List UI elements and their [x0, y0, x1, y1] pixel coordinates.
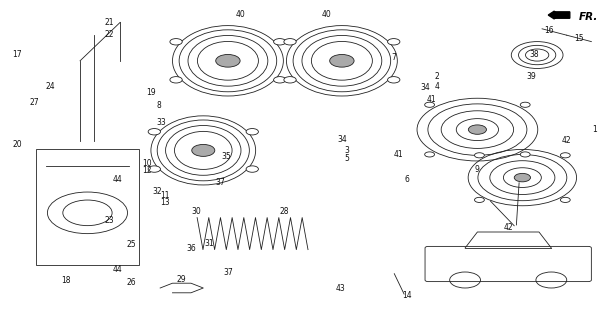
Circle shape: [561, 153, 570, 158]
Text: 8: 8: [156, 101, 161, 110]
Text: 41: 41: [426, 95, 436, 104]
Text: 9: 9: [475, 165, 480, 174]
Text: 5: 5: [344, 154, 349, 163]
Text: 39: 39: [526, 72, 536, 81]
Text: 21: 21: [104, 18, 114, 27]
Text: 28: 28: [280, 207, 290, 216]
Text: 14: 14: [402, 292, 411, 300]
Text: 41: 41: [394, 150, 403, 159]
Circle shape: [274, 76, 286, 83]
Text: 44: 44: [112, 265, 122, 274]
Text: 10: 10: [142, 159, 152, 168]
Text: 38: 38: [529, 50, 539, 59]
Text: 24: 24: [46, 82, 55, 91]
Circle shape: [330, 54, 354, 67]
FancyBboxPatch shape: [425, 246, 591, 282]
Circle shape: [246, 129, 259, 135]
Text: 16: 16: [545, 26, 554, 35]
Text: 36: 36: [186, 244, 196, 253]
Text: 25: 25: [126, 240, 136, 249]
Text: 40: 40: [235, 10, 245, 19]
Circle shape: [387, 76, 400, 83]
Text: 31: 31: [205, 239, 214, 248]
Text: 32: 32: [152, 188, 162, 196]
Circle shape: [424, 152, 434, 157]
Text: 34: 34: [420, 83, 430, 92]
Text: 3: 3: [344, 146, 349, 155]
Circle shape: [284, 39, 296, 45]
Circle shape: [561, 197, 570, 203]
Text: 37: 37: [216, 178, 225, 187]
Text: 20: 20: [12, 140, 22, 148]
Text: 43: 43: [336, 284, 346, 293]
Text: 15: 15: [574, 34, 584, 43]
Text: 18: 18: [61, 276, 71, 285]
Text: 4: 4: [435, 82, 440, 91]
Text: 42: 42: [562, 136, 572, 145]
Circle shape: [514, 173, 530, 182]
Circle shape: [521, 152, 530, 157]
Text: 30: 30: [191, 207, 201, 216]
Circle shape: [148, 129, 160, 135]
Text: 12: 12: [142, 166, 152, 175]
Circle shape: [521, 102, 530, 107]
Circle shape: [284, 76, 296, 83]
Circle shape: [474, 153, 484, 158]
Text: 1: 1: [592, 125, 597, 134]
Text: 37: 37: [223, 268, 233, 277]
Text: 29: 29: [177, 276, 187, 284]
Circle shape: [246, 166, 259, 172]
Text: 13: 13: [160, 198, 170, 207]
Circle shape: [387, 39, 400, 45]
Text: 26: 26: [126, 278, 136, 287]
Circle shape: [170, 39, 182, 45]
FancyArrow shape: [548, 11, 570, 19]
Text: 19: 19: [146, 88, 156, 97]
Text: 11: 11: [160, 191, 170, 200]
Circle shape: [474, 197, 484, 203]
Text: 42: 42: [503, 223, 513, 232]
Circle shape: [192, 144, 215, 156]
Text: 2: 2: [435, 72, 440, 81]
Circle shape: [468, 125, 487, 134]
Text: 34: 34: [337, 135, 347, 144]
Text: FR.: FR.: [579, 12, 598, 22]
Text: 33: 33: [156, 118, 166, 127]
Text: 22: 22: [104, 30, 114, 39]
Text: 44: 44: [112, 175, 122, 184]
Text: 6: 6: [404, 175, 409, 184]
Text: 35: 35: [222, 152, 232, 161]
Circle shape: [170, 76, 182, 83]
Text: 40: 40: [322, 10, 331, 19]
Circle shape: [424, 102, 434, 107]
Text: 7: 7: [392, 53, 397, 62]
Circle shape: [274, 39, 286, 45]
Text: 27: 27: [29, 98, 39, 107]
Circle shape: [148, 166, 160, 172]
Text: 23: 23: [104, 216, 114, 225]
Circle shape: [216, 54, 240, 67]
Text: 17: 17: [12, 50, 22, 59]
